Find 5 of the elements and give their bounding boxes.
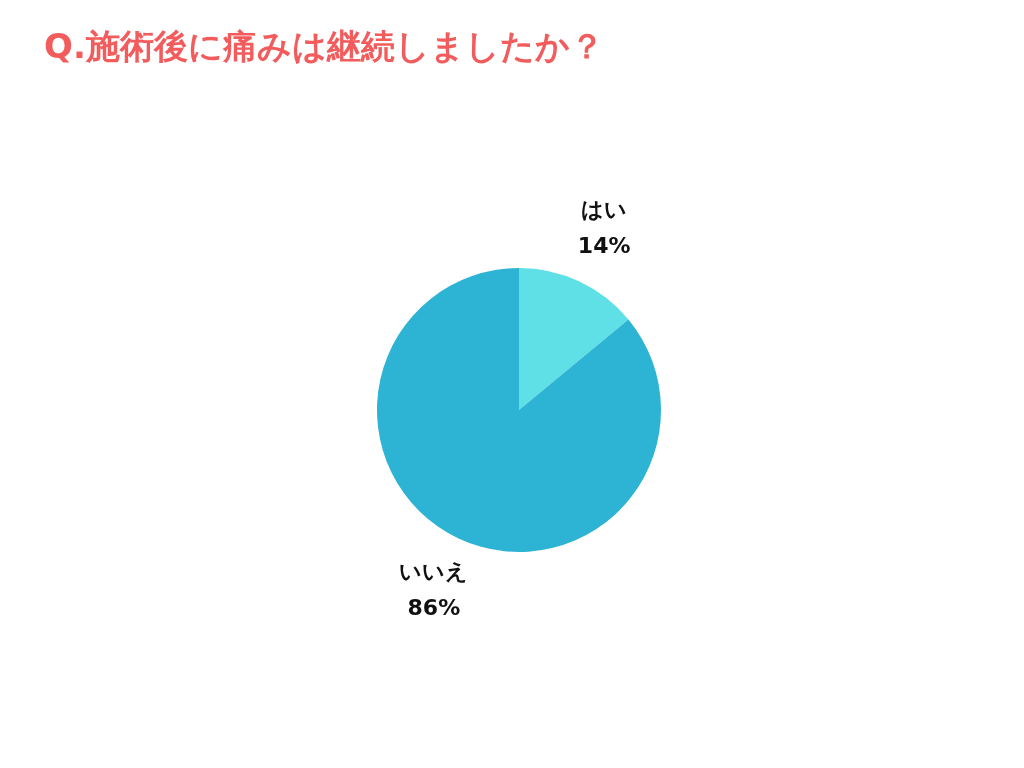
slice-label: はい bbox=[581, 196, 628, 222]
chart-title: Q.施術後に痛みは継続しましたか？ bbox=[44, 25, 604, 68]
data-label: 86% bbox=[407, 594, 461, 620]
data-label: 14% bbox=[577, 232, 631, 258]
slice-label: いいえ bbox=[399, 558, 469, 584]
